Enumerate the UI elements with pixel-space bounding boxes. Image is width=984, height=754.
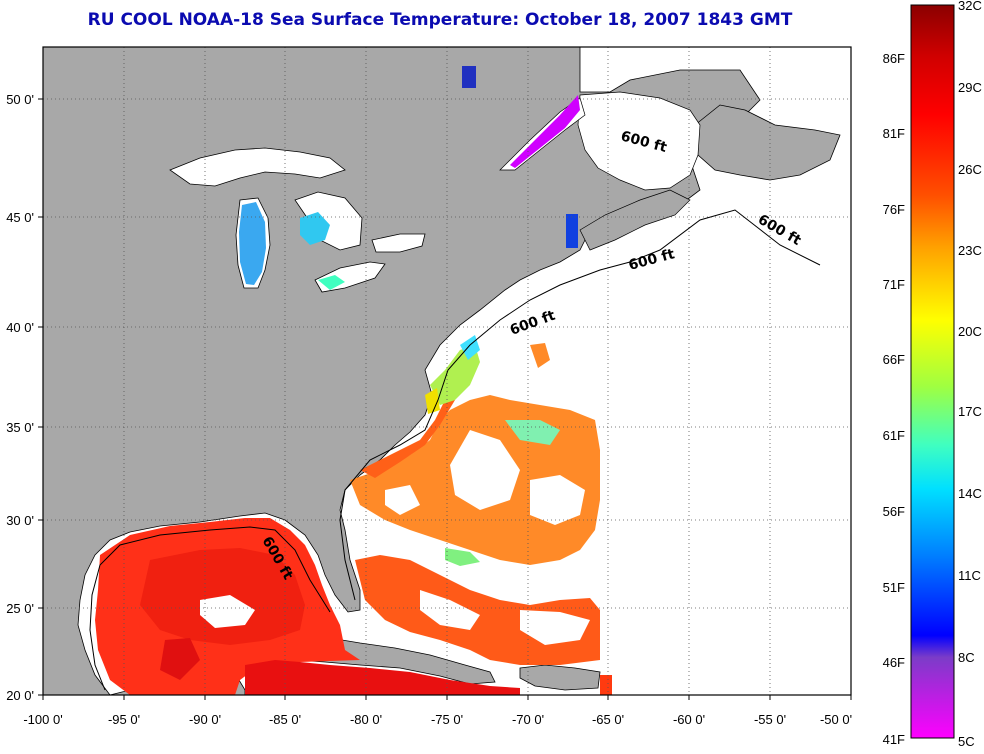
lat-tick-label: 30 0' xyxy=(6,513,34,528)
lon-tick-label: -65 0' xyxy=(592,712,624,727)
colorbar-f-label: 86F xyxy=(883,51,905,66)
lon-tick-label: -60 0' xyxy=(673,712,705,727)
bay-of-fundy-sst xyxy=(566,214,578,248)
lon-tick-label: -80 0' xyxy=(350,712,382,727)
lake-sst xyxy=(239,202,345,290)
colorbar-gradient xyxy=(910,4,955,739)
lat-tick-label: 20 0' xyxy=(6,688,34,703)
hudson-sst xyxy=(462,66,476,88)
isobath-600ft xyxy=(89,209,821,691)
lon-tick-label: -75 0' xyxy=(431,712,463,727)
lat-tick-label: 40 0' xyxy=(6,320,34,335)
lat-tick-label: 25 0' xyxy=(6,601,34,616)
lon-tick-label: -70 0' xyxy=(512,712,544,727)
colorbar-f-label: 51F xyxy=(883,580,905,595)
colorbar-f-label: 76F xyxy=(883,202,905,217)
colorbar-c-label: 29C xyxy=(958,80,982,95)
nova-scotia xyxy=(579,189,691,251)
colorbar-f-label: 56F xyxy=(883,504,905,519)
colorbar-c-label: 23C xyxy=(958,243,982,258)
colorbar-f-label: 71F xyxy=(883,277,905,292)
colorbar-f-label: 41F xyxy=(883,732,905,747)
lat-tick-label: 50 0' xyxy=(6,92,34,107)
colorbar-c-label: 26C xyxy=(958,162,982,177)
lat-tick-label: 45 0' xyxy=(6,210,34,225)
lon-tick-label: -55 0' xyxy=(754,712,786,727)
sst-field xyxy=(95,335,612,695)
colorbar-c-label: 5C xyxy=(958,734,975,749)
map-title: RU COOL NOAA-18 Sea Surface Temperature:… xyxy=(87,10,793,30)
st-lawrence-sst xyxy=(510,95,580,168)
lat-tick-label: 35 0' xyxy=(6,420,34,435)
lon-tick-label: -90 0' xyxy=(189,712,221,727)
colorbar-c-label: 8C xyxy=(958,650,975,665)
colorbar-c-label: 20C xyxy=(958,324,982,339)
sst-colorbar: 86F 81F 76F 71F 66F 61F 56F 51F 46F 41F … xyxy=(883,0,982,749)
lon-tick-label: -95 0' xyxy=(108,712,140,727)
colorbar-c-label: 11C xyxy=(958,568,981,583)
colorbar-c-label: 32C xyxy=(958,0,982,13)
axis-ticks xyxy=(38,98,852,700)
lon-tick-label: -50 0' xyxy=(820,712,852,727)
lon-tick-label: -85 0' xyxy=(269,712,301,727)
colorbar-f-label: 66F xyxy=(883,352,905,367)
grid-lines xyxy=(43,47,851,695)
colorbar-c-label: 17C xyxy=(958,404,982,419)
colorbar-f-label: 61F xyxy=(883,428,905,443)
lake-superior xyxy=(169,147,346,187)
lake-ontario xyxy=(371,233,426,253)
colorbar-f-label: 46F xyxy=(883,655,905,670)
lon-tick-label: -100 0' xyxy=(23,712,62,727)
colorbar-c-label: 14C xyxy=(958,486,982,501)
colorbar-f-label: 81F xyxy=(883,126,905,141)
